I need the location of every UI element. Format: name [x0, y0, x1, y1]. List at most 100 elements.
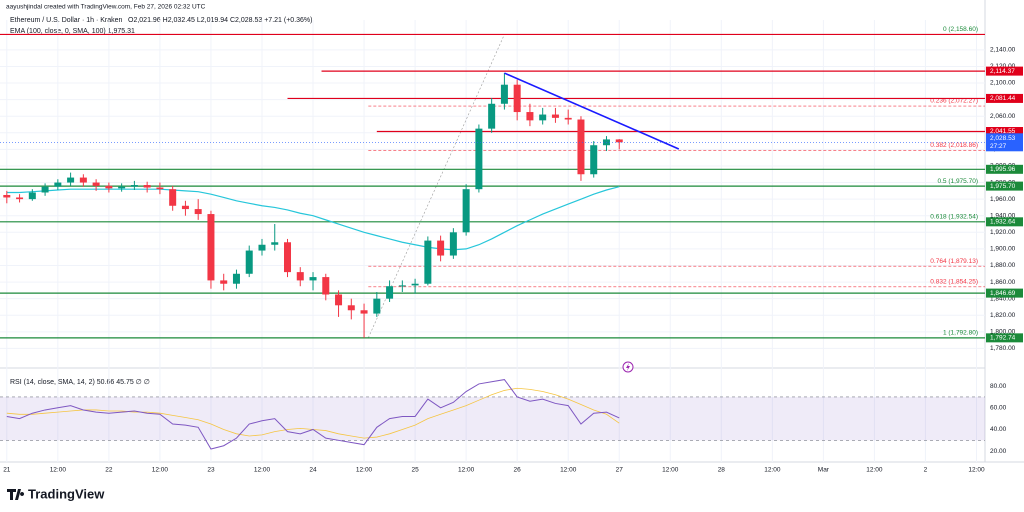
x-tick-label: 12:00: [50, 467, 67, 474]
y-tick-label: 1,860.00: [990, 279, 1016, 286]
candle-body: [462, 189, 470, 233]
candle-body: [105, 185, 113, 189]
rsi-tick-label: 20.00: [990, 448, 1007, 455]
y-tick-label: 1,880.00: [990, 262, 1016, 269]
candle-body: [590, 145, 598, 175]
ema-legend: EMA (100, close, 0, SMA, 100) 1,975.31: [10, 28, 135, 35]
x-tick-label: 26: [514, 467, 522, 474]
candle-body: [67, 177, 75, 183]
y-tick-label: 1,920.00: [990, 229, 1016, 236]
fib-label: 0.764 (1,879.13): [930, 258, 978, 265]
x-tick-label: 2: [924, 467, 928, 474]
fib-label: 0.236 (2,072.27): [930, 98, 978, 105]
y-tick-label: 1,840.00: [990, 295, 1016, 302]
x-tick-label: 12:00: [458, 467, 475, 474]
y-tick-label: 1,940.00: [990, 212, 1016, 219]
candle-body: [245, 250, 253, 274]
candle-body: [551, 114, 559, 118]
ohlc-legend: O2,021.96 H2,032.45 L2,019.94 C2,028.53 …: [128, 17, 312, 24]
trendline: [504, 72, 680, 150]
x-tick-label: 28: [718, 467, 726, 474]
candle-body: [118, 186, 126, 189]
alert-icon: [622, 361, 634, 373]
level-tag-label: 2,114.37: [990, 68, 1015, 75]
candle-body: [398, 285, 406, 287]
fib-label: 0.832 (1,854.25): [930, 279, 978, 286]
candle-body: [449, 232, 457, 256]
fib-anchor: [368, 34, 505, 338]
candle-body: [373, 298, 381, 314]
level-tag: [986, 181, 1023, 191]
y-tick-label: 1,960.00: [990, 196, 1016, 203]
candle-body: [347, 305, 355, 311]
x-tick-label: 12:00: [560, 467, 577, 474]
candle-body: [309, 277, 317, 281]
y-tick-label: 2,100.00: [990, 80, 1016, 87]
rsi-tick-label: 60.00: [990, 405, 1007, 412]
x-tick-label: 21: [3, 467, 11, 474]
level-tag-label: 1,932.64: [990, 219, 1016, 226]
fib-label: 0.618 (1,932.54): [930, 214, 978, 221]
candle-body: [335, 294, 343, 306]
candle-body: [54, 182, 62, 187]
level-tag-label: 2,081.44: [990, 95, 1016, 102]
symbol-title: Ethereum / U.S. Dollar · 1h · Kraken: [10, 17, 123, 24]
x-tick-label: Mar: [818, 467, 830, 474]
x-tick-label: 22: [105, 467, 113, 474]
fib-label: 0.382 (2,018.86): [930, 142, 978, 149]
candle-body: [16, 197, 24, 200]
level-tag-label: 2,041.55: [990, 128, 1016, 135]
countdown-label: 27:27: [990, 143, 1007, 150]
level-tag: [986, 217, 1023, 227]
last-price-label: 2,028.53: [990, 135, 1016, 142]
candle-body: [92, 182, 100, 186]
candle-body: [79, 177, 87, 183]
candle-body: [143, 185, 151, 188]
x-tick-label: 24: [309, 467, 317, 474]
fib-label: 0.5 (1,975.70): [938, 178, 978, 185]
fib-label: 1 (1,792.80): [943, 330, 978, 337]
candle-body: [615, 139, 623, 143]
level-tag: [986, 164, 1023, 174]
fib-label: 0 (2,158.60): [943, 26, 978, 33]
x-tick-label: 12:00: [254, 467, 271, 474]
x-tick-label: 12:00: [866, 467, 883, 474]
level-tag: [986, 288, 1023, 298]
level-tag-label: 1,975.70: [990, 183, 1016, 190]
candle-body: [360, 310, 368, 314]
candle-body: [386, 286, 394, 299]
level-tag-label: 1,995.96: [990, 166, 1016, 173]
level-tag-label: 1,846.69: [990, 290, 1016, 297]
candle-body: [207, 214, 215, 281]
candle-body: [513, 84, 521, 113]
y-tick-label: 2,140.00: [990, 47, 1016, 54]
candle-body: [322, 277, 330, 295]
y-tick-label: 1,820.00: [990, 312, 1016, 319]
logo-text: TradingView: [28, 486, 105, 501]
candle-body: [194, 209, 202, 215]
x-tick-label: 27: [616, 467, 624, 474]
candle-body: [28, 192, 36, 200]
candle-body: [220, 280, 228, 284]
candle-body: [181, 205, 189, 210]
rsi-line: [6, 379, 620, 450]
candle-body: [41, 186, 49, 193]
last-price-tag: [986, 133, 1023, 152]
candle-body: [3, 194, 11, 198]
x-tick-label: 25: [411, 467, 419, 474]
x-tick-label: 12:00: [968, 467, 985, 474]
level-tag: [986, 93, 1023, 103]
y-tick-label: 1,780.00: [990, 345, 1016, 352]
candle-body: [156, 187, 164, 190]
x-tick-label: 12:00: [356, 467, 373, 474]
candle-body: [500, 84, 508, 104]
level-tag: [986, 333, 1023, 343]
y-tick-label: 2,060.00: [990, 113, 1016, 120]
level-tag-label: 1,792.74: [990, 335, 1016, 342]
candle-body: [296, 272, 304, 281]
candle-body: [488, 103, 496, 129]
candle-body: [271, 242, 279, 245]
candle-body: [564, 117, 572, 120]
candle-body: [526, 112, 534, 121]
